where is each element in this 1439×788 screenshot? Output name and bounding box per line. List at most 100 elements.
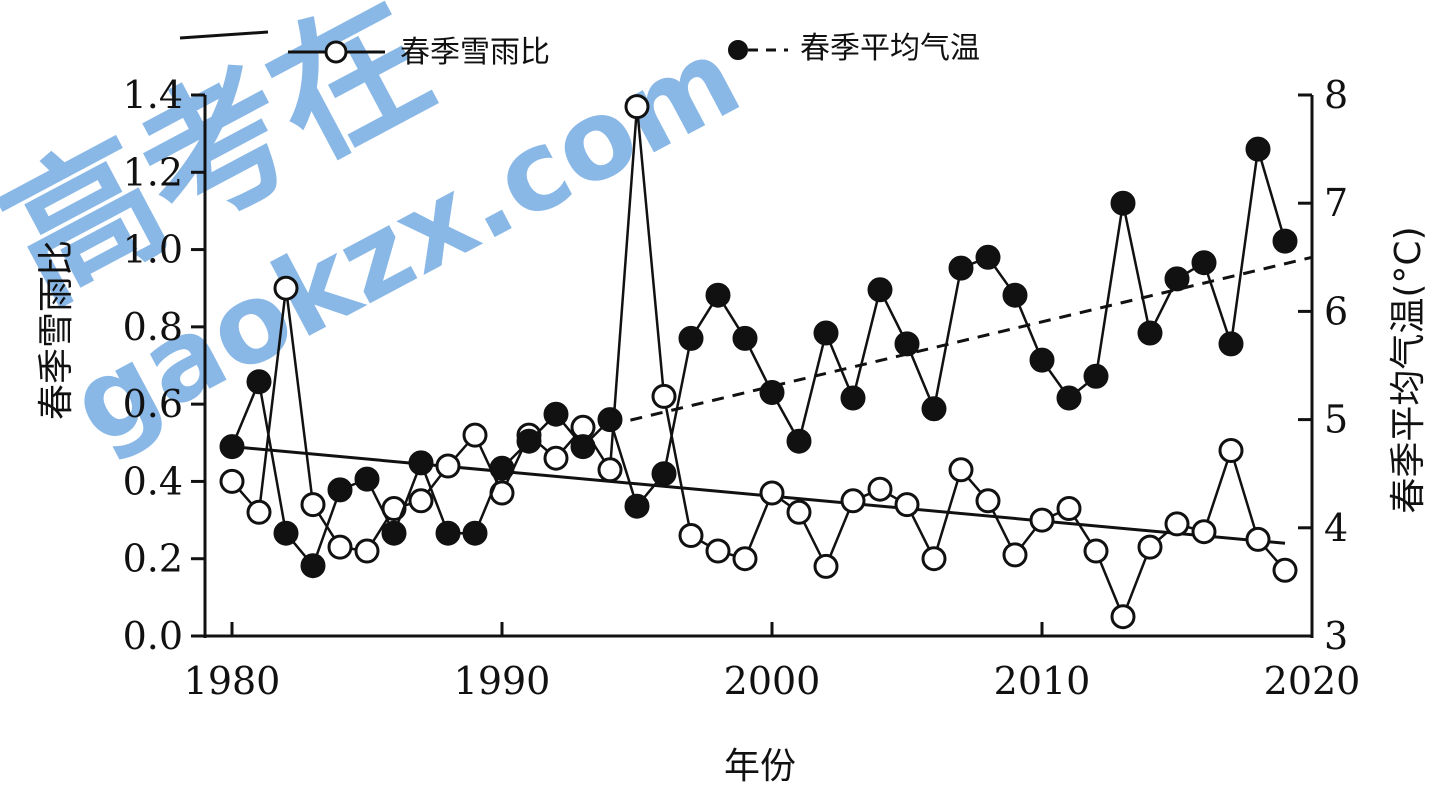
- ratio-point: [408, 488, 434, 514]
- temp-point: [570, 434, 596, 460]
- right-tick-label: 6: [1324, 289, 1348, 333]
- ratio-point: [1029, 507, 1055, 533]
- ratio-point: [813, 553, 839, 579]
- temp-point: [678, 325, 704, 351]
- ratio-point: [732, 546, 758, 572]
- right-tick-label: 7: [1324, 181, 1348, 225]
- temp-point: [273, 520, 299, 546]
- x-tick-label: 1980: [184, 659, 281, 703]
- ratio-point: [597, 457, 623, 483]
- ratio-point: [921, 546, 947, 572]
- series-line: [230, 148, 1287, 569]
- temp-point: [1137, 320, 1163, 346]
- ratio-point: [651, 383, 677, 409]
- temp-point: [300, 553, 326, 579]
- ratio-point: [705, 538, 731, 564]
- left-tick-label: 1.0: [123, 228, 183, 272]
- ratio-point: [1191, 519, 1217, 545]
- ratio-point: [354, 538, 380, 564]
- ratio-point: [1218, 438, 1244, 463]
- legend-marker-temp: [728, 40, 748, 60]
- temp-point: [1110, 190, 1136, 216]
- temp-point: [1056, 385, 1082, 411]
- temp-point: [948, 255, 974, 281]
- ratio-point: [1137, 534, 1163, 560]
- left-tick-label: 1.4: [123, 73, 183, 117]
- ratio-point: [300, 492, 326, 518]
- ratio-point: [273, 275, 299, 301]
- ratio-point: [894, 492, 920, 518]
- series-line: [231, 106, 1286, 621]
- temp-point: [813, 320, 839, 346]
- left-tick-label: 0.4: [123, 459, 183, 503]
- temp-point: [867, 277, 893, 303]
- left-ticks: 0.0 0.2 0.4 0.6 0.8 1.0 1.2 1.4: [123, 73, 205, 658]
- temp-point: [543, 401, 569, 427]
- temp-point: [651, 461, 677, 487]
- watermark: 高考在 gaokzx.com: [0, 0, 759, 470]
- ratio-point: [435, 453, 461, 479]
- right-ticks: 3 4 5 6 7 8: [1298, 73, 1348, 658]
- right-axis-title: 春季平均气温(°C): [1388, 226, 1429, 513]
- ratio-point: [678, 523, 704, 548]
- ratio-point: [1002, 542, 1028, 568]
- axes: [203, 95, 1314, 638]
- x-tick-label: 2010: [994, 659, 1091, 703]
- temp-point: [921, 396, 947, 422]
- ratio-point: [1245, 526, 1271, 552]
- right-tick-label: 4: [1324, 506, 1348, 550]
- left-tick-label: 0.0: [123, 614, 183, 658]
- series-snow-rain-ratio: [219, 94, 1298, 630]
- legend-marker-ratio: [324, 40, 348, 64]
- ratio-point: [219, 468, 245, 494]
- right-tick-label: 5: [1324, 398, 1348, 442]
- x-ticks: 1980 1990 2000 2010 2020: [184, 622, 1360, 703]
- left-tick-label: 0.6: [123, 382, 183, 426]
- trendlines: [231, 255, 1313, 545]
- temp-point: [1191, 250, 1217, 276]
- ratio-point: [543, 445, 569, 471]
- right-tick-label: 8: [1324, 73, 1348, 117]
- ratio-point: [1164, 511, 1190, 537]
- temp-point: [246, 369, 272, 395]
- temp-point: [1002, 282, 1028, 308]
- ratio-point: [840, 488, 866, 514]
- ratio-point: [1056, 496, 1082, 521]
- temp-point: [1272, 228, 1298, 254]
- x-tick-label: 2000: [724, 659, 821, 703]
- ratio-point: [867, 476, 893, 502]
- temp-point: [894, 331, 920, 357]
- left-tick-label: 0.8: [123, 305, 183, 349]
- temp-point: [1083, 363, 1109, 389]
- ratio-point: [786, 499, 812, 525]
- temp-point: [732, 325, 758, 351]
- trendline: [609, 255, 1313, 427]
- series-spring-temperature: [219, 136, 1298, 579]
- ratio-point: [948, 457, 974, 483]
- legend: 春季雪雨比 春季平均气温: [179, 30, 980, 70]
- temp-point: [489, 455, 515, 481]
- temp-point: [354, 466, 380, 492]
- temp-point: [462, 520, 488, 546]
- temp-point: [975, 244, 1001, 270]
- temp-point: [219, 434, 245, 460]
- ratio-point: [975, 488, 1001, 514]
- temp-point: [786, 428, 812, 454]
- x-axis-title: 年份: [724, 746, 796, 787]
- left-tick-label: 0.2: [123, 537, 183, 581]
- temp-point: [1029, 347, 1055, 373]
- x-tick-label: 1990: [454, 659, 551, 703]
- temp-point: [327, 477, 353, 503]
- ratio-point: [246, 499, 272, 525]
- temp-point: [759, 380, 785, 405]
- temp-point: [624, 493, 650, 519]
- temp-point: [1218, 331, 1244, 357]
- ratio-point: [462, 422, 488, 448]
- temp-point: [1245, 136, 1271, 162]
- ratio-point: [1083, 538, 1109, 564]
- temp-point: [597, 407, 623, 433]
- ratio-point: [624, 94, 650, 120]
- ratio-point: [327, 534, 353, 560]
- temp-point: [1164, 266, 1190, 292]
